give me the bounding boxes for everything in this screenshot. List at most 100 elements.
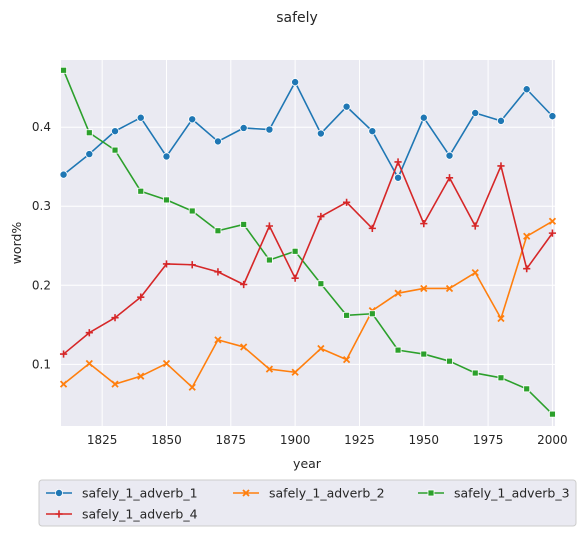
data-point	[316, 129, 325, 138]
data-point	[522, 85, 531, 94]
chart-title: safely	[276, 10, 318, 26]
data-point	[471, 108, 480, 117]
data-point	[162, 260, 171, 268]
data-point	[265, 365, 274, 373]
series-layer	[59, 66, 557, 418]
data-point	[497, 162, 505, 170]
data-point	[137, 187, 145, 195]
legend-label: safely_1_adverb_2	[269, 486, 385, 501]
x-tick-label: 1850	[151, 433, 182, 447]
x-axis-label: year	[293, 456, 322, 471]
data-point	[419, 113, 428, 122]
data-point	[317, 280, 325, 288]
data-point	[59, 350, 68, 358]
data-point	[188, 383, 196, 391]
legend-label: safely_1_adverb_1	[82, 486, 198, 501]
data-point	[343, 311, 350, 319]
x-tick-label: 1900	[280, 433, 311, 447]
x-tick-label: 2000	[537, 433, 568, 447]
data-point	[523, 232, 531, 240]
data-point	[111, 127, 120, 136]
data-point	[214, 336, 222, 344]
x-tick-label: 1875	[216, 433, 247, 447]
data-point	[549, 410, 556, 418]
data-point	[471, 269, 479, 277]
data-point	[265, 222, 274, 230]
data-point	[471, 222, 479, 230]
x-tick-label: 1975	[473, 433, 504, 447]
data-point	[523, 385, 531, 393]
data-point	[162, 152, 171, 161]
legend: safely_1_adverb_1 safely_1_adverb_2 safely…	[38, 479, 577, 527]
tick-labels: 1825 1850 1875 1900 1925 1950 1975 2000 0.1 0.2 0.…	[32, 120, 568, 447]
legend-item: safely_1_adverb_2	[233, 486, 385, 501]
x-tick-label: 1925	[344, 433, 375, 447]
data-point	[213, 137, 222, 146]
data-point	[136, 113, 145, 122]
data-point	[471, 369, 479, 377]
legend-label: safely_1_adverb_3	[454, 486, 570, 501]
data-point	[240, 221, 248, 228]
data-point	[291, 247, 299, 255]
data-point	[111, 380, 119, 388]
x-tick-label: 1825	[87, 433, 118, 447]
data-point	[446, 357, 453, 365]
data-point	[342, 355, 351, 364]
data-point	[394, 173, 403, 182]
data-point	[111, 314, 119, 322]
data-point	[111, 146, 119, 154]
data-point	[368, 224, 376, 232]
data-point	[548, 217, 557, 225]
data-point	[85, 150, 94, 159]
data-point	[497, 374, 505, 382]
data-point	[497, 314, 505, 323]
data-point	[523, 265, 531, 273]
grid-lines	[61, 60, 555, 426]
data-point	[188, 261, 196, 269]
data-point	[59, 380, 68, 388]
data-point	[548, 229, 557, 237]
data-point	[240, 343, 248, 351]
legend-marker	[242, 489, 250, 497]
data-point	[394, 289, 402, 297]
series-3	[60, 66, 556, 418]
data-point	[265, 125, 274, 134]
series-line	[63, 220, 553, 389]
data-point	[239, 123, 248, 132]
data-point	[163, 196, 170, 204]
data-point	[445, 151, 454, 160]
data-point	[60, 66, 67, 74]
data-point	[59, 170, 68, 179]
data-point	[137, 293, 145, 301]
data-point	[240, 280, 248, 289]
data-point	[420, 284, 428, 293]
data-point	[85, 129, 93, 137]
data-point	[420, 220, 428, 228]
data-point	[291, 274, 299, 282]
series-line	[63, 81, 554, 179]
data-point	[445, 174, 454, 182]
series-line	[63, 161, 554, 355]
y-axis-label: word%	[9, 222, 24, 265]
data-point	[188, 115, 197, 124]
legend-box	[38, 479, 577, 527]
data-point	[85, 329, 93, 337]
data-point	[496, 116, 505, 125]
data-point	[214, 227, 222, 235]
y-tick-label: 0.2	[32, 278, 51, 292]
legend-item: safely_1_adverb_1	[46, 486, 198, 501]
data-point	[445, 284, 454, 293]
legend-marker	[55, 488, 64, 497]
data-point	[291, 368, 299, 376]
legend-marker	[427, 489, 435, 497]
legend-item: safely_1_adverb_4	[46, 507, 198, 522]
data-point	[85, 359, 93, 368]
data-point	[291, 78, 300, 87]
series-line	[62, 69, 553, 415]
legend-item: safely_1_adverb_3	[418, 486, 570, 501]
series-2	[59, 217, 557, 391]
legend-marker	[55, 510, 63, 518]
data-point	[420, 350, 428, 358]
y-tick-label: 0.1	[32, 357, 51, 371]
